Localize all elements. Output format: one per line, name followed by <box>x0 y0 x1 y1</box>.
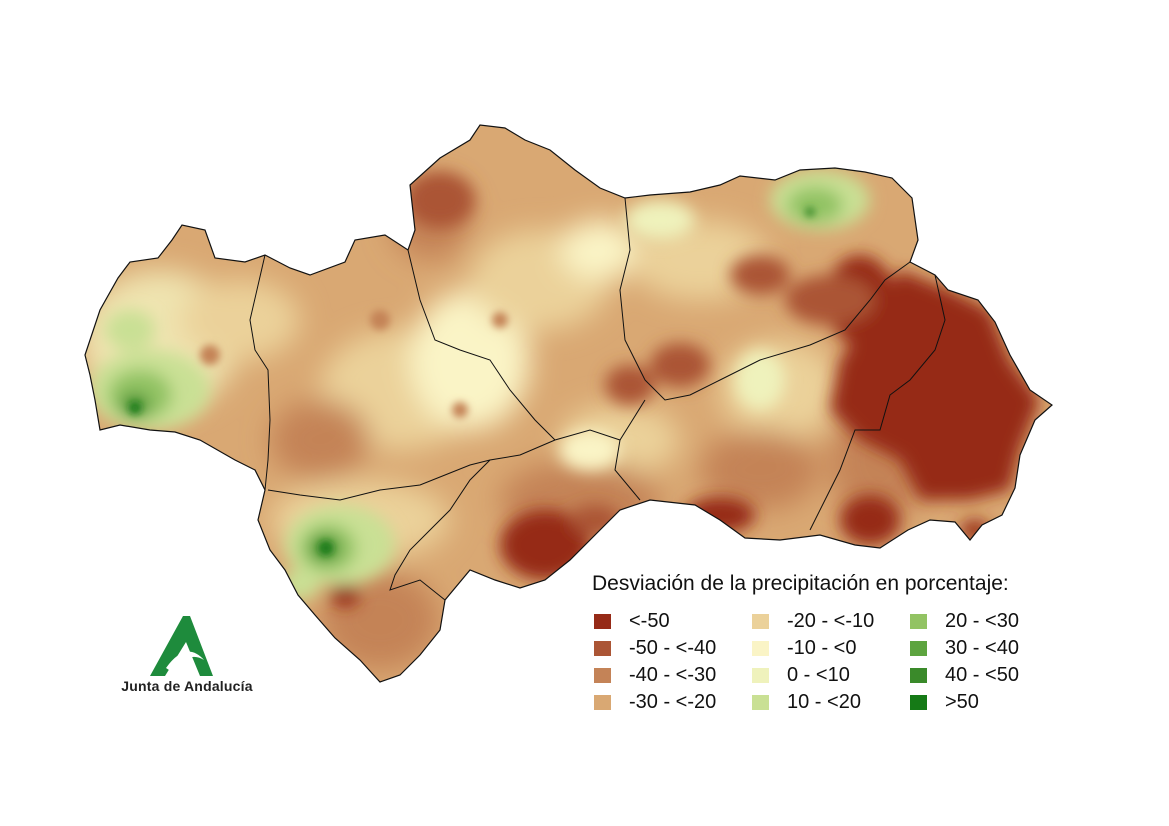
legend-swatch <box>594 614 611 629</box>
legend-item: 40 - <50 <box>908 662 1048 689</box>
legend-label: 40 - <50 <box>945 664 1019 686</box>
province-boundaries <box>249 197 946 601</box>
legend-item: 20 - <30 <box>908 608 1048 635</box>
legend-item: 30 - <40 <box>908 635 1048 662</box>
legend-label: 10 - <20 <box>787 691 861 713</box>
legend-swatch <box>594 641 611 656</box>
legend-label: >50 <box>945 691 979 713</box>
legend-swatch <box>752 614 769 629</box>
legend-label: 20 - <30 <box>945 610 1019 632</box>
legend-item: 10 - <20 <box>750 689 908 716</box>
legend-item: -10 - <0 <box>750 635 908 662</box>
legend-label: <-50 <box>629 610 670 632</box>
legend-item: -40 - <-30 <box>592 662 750 689</box>
junta-andalucia-logo: Junta de Andalucía <box>112 612 262 694</box>
legend-item: -30 - <-20 <box>592 689 750 716</box>
legend-label: -10 - <0 <box>787 637 857 659</box>
logo-text: Junta de Andalucía <box>121 678 253 694</box>
legend-label: 0 - <10 <box>787 664 850 686</box>
legend-swatch <box>752 668 769 683</box>
legend-swatch <box>752 641 769 656</box>
legend-label: -50 - <-40 <box>629 637 717 659</box>
legend-grid: <-50 -50 - <-40 -40 - <-30 -30 - <-20 -20 - … <box>592 608 1062 716</box>
legend-swatch <box>910 668 927 683</box>
legend-item: <-50 <box>592 608 750 635</box>
legend-item: -50 - <-40 <box>592 635 750 662</box>
legend: Desviación de la precipitación en porcen… <box>592 572 1062 716</box>
legend-swatch <box>910 641 927 656</box>
legend-label: -30 - <-20 <box>629 691 717 713</box>
legend-swatch <box>752 695 769 710</box>
legend-label: -40 - <-30 <box>629 664 717 686</box>
junta-andalucia-logo-icon <box>150 616 213 676</box>
legend-swatch <box>594 695 611 710</box>
legend-swatch <box>910 695 927 710</box>
legend-label: -20 - <-10 <box>787 610 875 632</box>
legend-label: 30 - <40 <box>945 637 1019 659</box>
legend-swatch <box>594 668 611 683</box>
legend-item: 0 - <10 <box>750 662 908 689</box>
legend-item: -20 - <-10 <box>750 608 908 635</box>
legend-title: Desviación de la precipitación en porcen… <box>592 572 1009 595</box>
legend-swatch <box>910 614 927 629</box>
legend-item: >50 <box>908 689 1048 716</box>
